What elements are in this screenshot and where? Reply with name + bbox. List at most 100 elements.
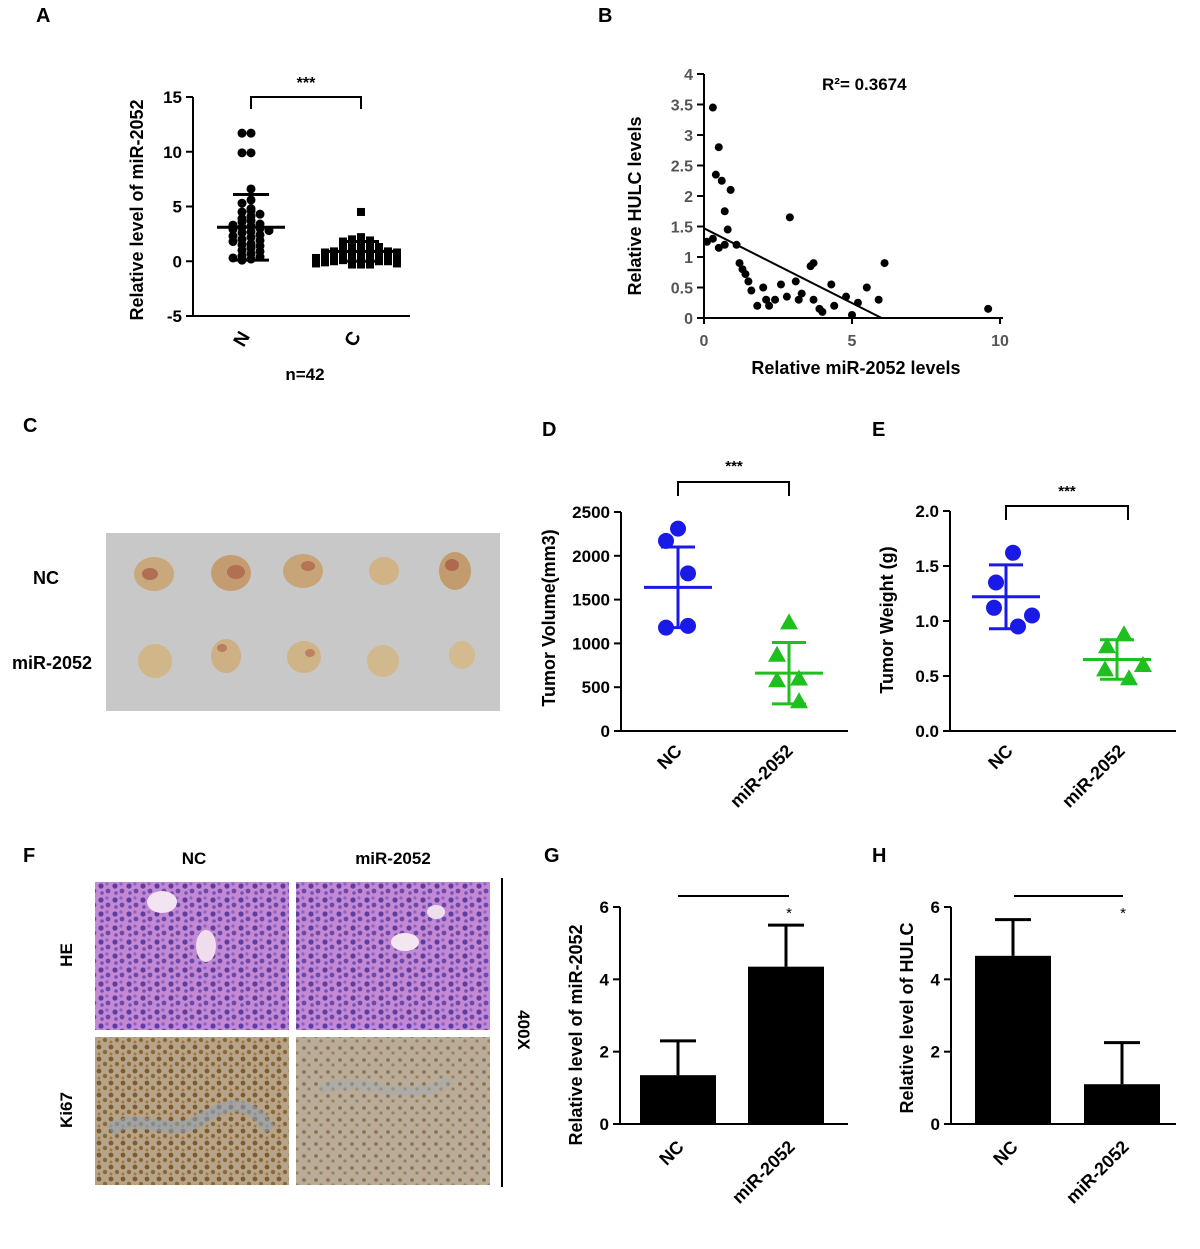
panel-e-y-tick-label: 1.0 — [915, 612, 939, 631]
panel-a-point-n — [246, 232, 256, 242]
panel-a-point-c — [375, 257, 383, 266]
panel-e-point-mir2052 — [1120, 669, 1138, 686]
panel-letter-c: C — [23, 415, 37, 437]
panel-a-point-c — [339, 250, 347, 259]
panel-a-point-c — [348, 249, 356, 258]
panel-letter-d: D — [542, 419, 556, 441]
panel-a-point-n — [246, 195, 256, 205]
panel-g-y-ticks: 0 2 4 6 — [600, 898, 620, 1134]
panel-a-point-c — [357, 255, 365, 264]
panel-a-point-n — [237, 207, 247, 217]
panel-a-point-n — [264, 226, 274, 236]
panel-b-x-label: Relative miR-2052 levels — [751, 358, 960, 378]
panel-g-y-tick-label: 2 — [600, 1043, 609, 1062]
panel-h-bar-mir2052 — [1084, 1084, 1160, 1124]
panel-a-point-c — [348, 260, 356, 269]
panel-b-point — [874, 295, 883, 304]
panel-e-significance: *** — [1058, 483, 1076, 500]
panel-a-y-tick-label: -5 — [167, 307, 182, 326]
panel-a-point-n — [237, 228, 247, 238]
panel-a-y-tick-label: 10 — [163, 143, 182, 162]
panel-b-points — [702, 103, 993, 319]
panel-b-point — [723, 225, 732, 234]
panel-e-y-tick-label: 0.0 — [915, 722, 939, 741]
panel-f-col-label-mir2052: miR-2052 — [355, 849, 431, 868]
panel-b-r-squared: R²= 0.3674 — [822, 75, 907, 94]
panel-e-point-nc — [986, 599, 1002, 616]
panel-e-point-mir2052 — [1098, 637, 1116, 654]
panel-b-point — [735, 259, 744, 268]
panel-d-category-nc: NC — [653, 741, 686, 774]
panel-c-tumor-photo: NC miR-2052 — [12, 533, 500, 711]
panel-a-n-label: n=42 — [285, 365, 324, 384]
panel-a-point-c — [348, 255, 356, 264]
panel-letter-h: H — [872, 845, 886, 867]
panel-g-bar-mir2052 — [748, 966, 824, 1124]
tumor-spot — [445, 559, 459, 571]
panel-d-category-mir2052: miR-2052 — [726, 741, 797, 812]
panel-b-point — [830, 301, 839, 310]
panel-b-y-tick-label: 0 — [684, 311, 693, 328]
panel-d-y-tick-label: 1500 — [572, 591, 610, 610]
panel-b-point — [785, 213, 794, 222]
panel-b-point — [708, 103, 717, 112]
panel-b-point — [818, 307, 827, 316]
tumor-nc-4 — [369, 557, 399, 585]
panel-b-y-tick-label: 1 — [684, 250, 693, 267]
panel-a-point-c — [384, 252, 392, 261]
tumor-nc-5 — [439, 552, 471, 590]
panel-a-point-n — [255, 252, 265, 262]
tumor-spot — [301, 561, 315, 571]
panel-e-point-mir2052 — [1134, 656, 1152, 672]
panel-e-point-nc — [1010, 618, 1026, 635]
panel-b-y-ticks: 0 0.5 1 1.5 2 2.5 3 3.5 4 — [671, 67, 704, 328]
panel-e-tumor-weight: 0.0 0.5 1.0 1.5 2.0 *** NC miR-2052 Tumor We… — [877, 483, 1176, 811]
panel-d-significance: *** — [725, 458, 743, 475]
stroma-streak — [317, 1075, 453, 1097]
panel-f-magnification: 400X — [514, 1010, 533, 1050]
panel-a-point-c — [393, 259, 401, 268]
panel-e-significance-bracket — [1005, 505, 1129, 520]
panel-b-point — [984, 304, 993, 313]
panel-b-y-tick-label: 2.5 — [671, 159, 693, 176]
panel-g-y-tick-label: 0 — [600, 1115, 609, 1134]
panel-b-y-tick-label: 4 — [684, 67, 693, 84]
tumor-mir-4 — [367, 645, 399, 677]
panel-a-point-c — [384, 247, 392, 256]
panel-a-point-c — [339, 241, 347, 250]
panel-b-point — [741, 270, 750, 279]
panel-b-point — [862, 283, 871, 292]
panel-d-point-nc — [680, 565, 696, 582]
panel-a-point-c — [321, 252, 329, 261]
panel-d-point-mir2052 — [790, 669, 808, 686]
panel-a-point-c — [357, 249, 365, 258]
panel-a-point-c — [393, 248, 401, 257]
tumor-nc-3 — [283, 554, 323, 588]
panel-g-y-tick-label: 4 — [600, 970, 610, 989]
panel-g-category-nc: NC — [655, 1137, 688, 1170]
panel-b-point — [726, 185, 735, 194]
panel-h-y-tick-label: 2 — [931, 1043, 940, 1062]
panel-g-significance: * — [786, 905, 792, 922]
panel-a-significance-bracket — [250, 96, 362, 109]
panel-b-point — [759, 283, 768, 292]
panel-d-y-ticks: 0 500 1000 1500 2000 2500 — [572, 503, 621, 741]
panel-d-error-bars — [644, 545, 823, 706]
panel-d-y-tick-label: 2500 — [572, 503, 610, 522]
panel-d-point-mir2052 — [768, 645, 786, 662]
panel-b-point — [809, 295, 818, 304]
panel-b-point — [720, 207, 729, 216]
panel-a-point-c — [366, 256, 374, 265]
panel-a-point-c — [393, 253, 401, 262]
tumor-mir-3 — [287, 641, 321, 673]
panel-a-y-label: Relative level of miR-2052 — [127, 99, 147, 320]
panel-f-col-label-nc: NC — [182, 849, 207, 868]
panel-a-point-c — [357, 238, 365, 247]
panel-b-point — [776, 280, 785, 289]
panel-d-y-tick-label: 0 — [601, 722, 610, 741]
panel-a-point-n — [237, 128, 247, 138]
panel-a-point-c — [357, 244, 365, 253]
panel-a-point-n — [255, 223, 265, 233]
panel-a-point-c — [375, 246, 383, 255]
panel-e-points — [986, 544, 1152, 686]
